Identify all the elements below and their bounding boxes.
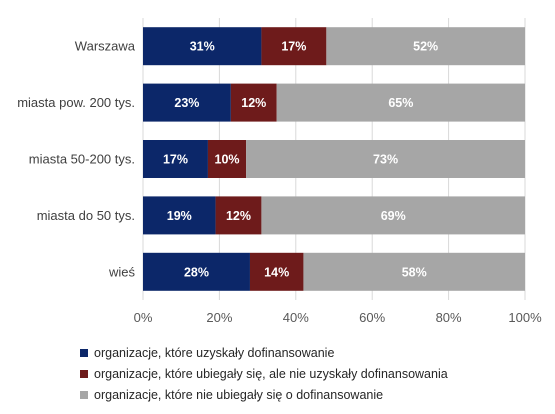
data-label: 28% (184, 265, 209, 279)
data-label: 69% (381, 209, 406, 223)
data-label: 65% (388, 96, 413, 110)
data-label: 73% (373, 153, 398, 167)
data-label: 12% (226, 209, 251, 223)
y-category-label: miasta pow. 200 tys. (17, 95, 135, 110)
y-category-label: miasta do 50 tys. (37, 208, 135, 223)
legend-item-applied-not-funded: organizacje, które ubiegały się, ale nie… (80, 363, 448, 384)
legend-swatch-applied-not-funded (80, 369, 88, 378)
bar-segment (143, 252, 250, 291)
data-label: 17% (163, 153, 188, 167)
bar-segment (143, 83, 231, 122)
data-label: 19% (167, 209, 192, 223)
x-tick-label: 80% (436, 310, 462, 325)
y-category-label: wieś (108, 264, 136, 279)
legend-label-funded: organizacje, które uzyskały dofinansowan… (94, 345, 335, 360)
data-label: 23% (174, 96, 199, 110)
bar-segment (246, 140, 525, 178)
bar-segment (261, 196, 525, 235)
bar-segment (143, 140, 208, 178)
bar-segment (215, 196, 262, 235)
legend-label-applied-not-funded: organizacje, które ubiegały się, ale nie… (94, 366, 448, 381)
x-tick-label: 100% (508, 310, 542, 325)
bar-segment (303, 252, 525, 291)
data-label: 58% (402, 265, 427, 279)
data-label: 31% (190, 40, 215, 54)
legend-swatch-not-applied (80, 390, 88, 399)
data-label: 12% (241, 96, 266, 110)
legend: organizacje, które uzyskały dofinansowan… (80, 342, 448, 405)
stacked-bar-plot: 0% 20% 40% 60% 80% 100% Warszawa 31% 17% 52% miast… (17, 18, 542, 325)
x-tick-label: 60% (359, 310, 385, 325)
x-tick-label: 20% (206, 310, 232, 325)
bar-segment (261, 27, 327, 66)
x-tick-label: 40% (283, 310, 309, 325)
data-label: 17% (281, 40, 306, 54)
data-label: 10% (215, 153, 240, 167)
bar-segment (207, 140, 247, 178)
bar-segment (143, 27, 262, 66)
data-label: 14% (264, 265, 289, 279)
y-category-label: miasta 50-200 tys. (29, 152, 135, 167)
bar-segment (230, 83, 277, 122)
bar-segment (143, 196, 216, 235)
x-tick-label: 0% (134, 310, 153, 325)
legend-label-not-applied: organizacje, które nie ubiegały się o do… (94, 387, 384, 402)
data-label: 52% (413, 40, 438, 54)
bar-segment (326, 27, 525, 66)
legend-item-funded: organizacje, które uzyskały dofinansowan… (80, 342, 448, 363)
y-category-label: Warszawa (75, 39, 136, 54)
bar-segment (276, 83, 525, 122)
legend-swatch-funded (80, 348, 88, 357)
bar-segment (249, 252, 304, 291)
legend-item-not-applied: organizacje, które nie ubiegały się o do… (80, 384, 448, 405)
